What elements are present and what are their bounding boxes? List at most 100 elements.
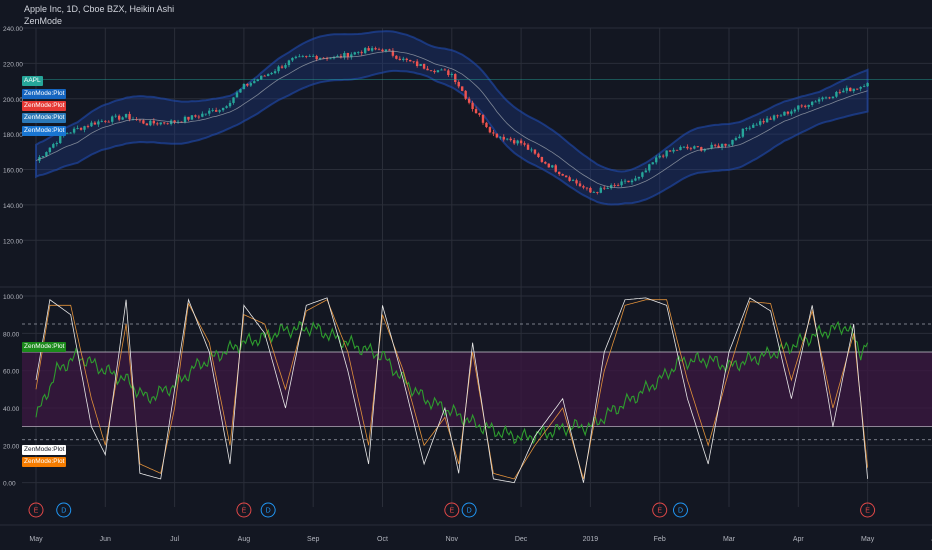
candle-body — [727, 144, 731, 146]
candle-body — [97, 121, 100, 125]
candle-body — [107, 121, 110, 123]
candle-body — [239, 89, 242, 93]
candle-body — [807, 104, 810, 107]
candle-body — [512, 140, 516, 144]
candle-body — [287, 60, 291, 66]
candle-body — [710, 144, 713, 149]
candle-body — [235, 92, 239, 98]
candle-body — [665, 150, 668, 157]
earnings-event-marker — [28, 502, 44, 518]
candle-body — [488, 127, 492, 133]
price-label-plot-4: ZenMode:Plot — [22, 126, 67, 136]
candle-body — [720, 143, 724, 148]
x-tick-label: Sep — [307, 536, 320, 543]
candle-body — [315, 56, 318, 60]
candle-body — [121, 117, 124, 120]
candle-body — [675, 149, 679, 151]
candle-body — [564, 175, 568, 178]
candle-body — [467, 98, 471, 103]
candle-body — [852, 88, 855, 92]
candle-body — [266, 74, 270, 77]
candle-body — [422, 63, 426, 69]
earnings-event-letter: E — [449, 508, 454, 515]
candle-body — [350, 54, 353, 58]
earnings-event-letter: E — [657, 508, 662, 515]
candle-body — [166, 123, 169, 125]
candle-body — [253, 81, 256, 84]
candle-body — [76, 128, 79, 129]
candle-body — [277, 66, 280, 72]
candle-body — [609, 185, 613, 189]
candle-body — [440, 69, 443, 71]
candle-body — [346, 53, 350, 58]
candle-body — [232, 97, 235, 103]
candle-body — [814, 101, 817, 103]
price-label-plot-3: ZenMode:Plot — [22, 113, 67, 123]
candle-body — [748, 127, 751, 129]
candle-body — [117, 115, 121, 120]
price-label-plot-1: ZenMode:Plot — [22, 89, 67, 99]
candle-body — [519, 140, 523, 144]
candle-body — [159, 122, 162, 125]
candle-body — [225, 106, 228, 108]
x-tick-label: Oct — [377, 536, 388, 543]
candle-body — [866, 83, 869, 87]
candle-body — [568, 177, 571, 181]
candle-body — [173, 120, 176, 123]
candle-body — [700, 147, 703, 151]
candle-body — [322, 57, 325, 59]
candle-body — [849, 87, 852, 92]
candle-body — [831, 96, 835, 98]
candle-body — [149, 120, 152, 126]
osc-tick-label: 20.00 — [3, 443, 20, 450]
candle-body — [696, 146, 700, 148]
osc-label-white: ZenMode:Plot — [22, 445, 67, 455]
candle-body — [280, 66, 284, 68]
dividend-event-marker — [56, 502, 72, 518]
candle-body — [308, 56, 311, 57]
candle-body — [745, 128, 748, 129]
candle-body — [377, 49, 381, 51]
candle-body — [769, 118, 772, 120]
candle-body — [810, 101, 814, 105]
candle-body — [142, 120, 145, 124]
x-tick-label: Jun — [100, 536, 111, 543]
candle-body — [197, 116, 201, 118]
candle-body — [187, 116, 190, 120]
candle-body — [100, 120, 104, 122]
candle-body — [45, 152, 48, 157]
price-label-plot-2: ZenMode:Plot — [22, 101, 67, 111]
candle-body — [93, 122, 97, 125]
candle-body — [332, 57, 336, 59]
candle-body — [578, 183, 582, 187]
candle-body — [627, 180, 630, 183]
dividend-event-marker — [260, 502, 276, 518]
candle-body — [360, 52, 363, 54]
candle-body — [783, 111, 786, 116]
candle-body — [353, 52, 356, 55]
candle-body — [55, 143, 58, 145]
candle-body — [436, 70, 440, 73]
price-tick-label: 220.00 — [3, 61, 23, 68]
price-tick-label: 200.00 — [3, 97, 23, 104]
candle-body — [305, 56, 308, 57]
candle-body — [797, 105, 800, 110]
candle-body — [381, 49, 384, 52]
candle-body — [689, 148, 693, 150]
candle-body — [672, 149, 675, 152]
earnings-event-marker — [444, 502, 460, 518]
candle-body — [124, 114, 128, 118]
candle-body — [772, 115, 776, 120]
candle-body — [391, 50, 395, 56]
candle-body — [72, 128, 76, 133]
candle-body — [637, 176, 641, 179]
dividend-event-letter: D — [266, 508, 271, 515]
candle-body — [506, 138, 509, 140]
candle-body — [429, 70, 433, 72]
candle-body — [533, 149, 537, 154]
candle-body — [457, 81, 460, 87]
dividend-event-letter: D — [678, 508, 683, 515]
candle-body — [492, 132, 495, 134]
candle-body — [558, 171, 561, 175]
